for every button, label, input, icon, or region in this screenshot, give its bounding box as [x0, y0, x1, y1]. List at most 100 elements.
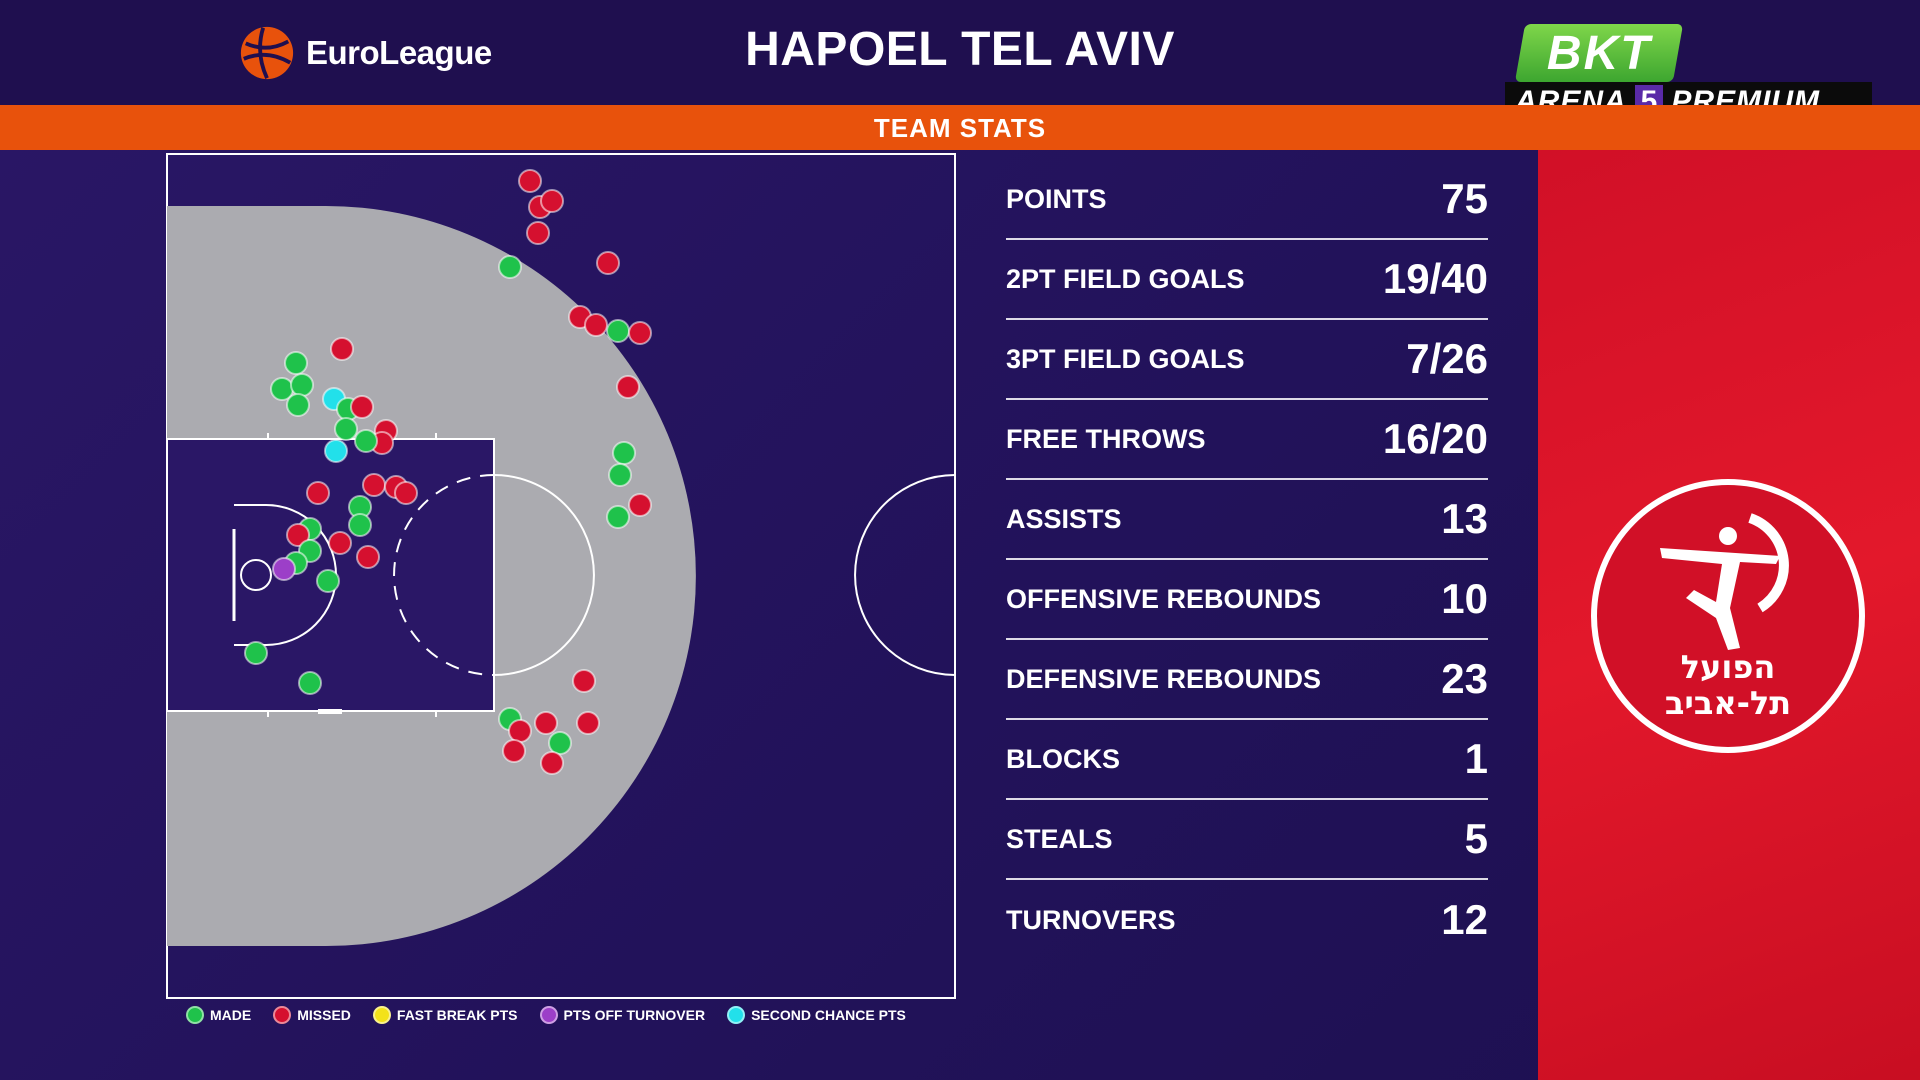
- missed-shot: [572, 669, 596, 693]
- legend-label: MISSED: [297, 1007, 351, 1023]
- hoop: [240, 559, 272, 591]
- legend-label: SECOND CHANCE PTS: [751, 1007, 906, 1023]
- stat-value: 75: [1441, 175, 1488, 222]
- stats-table: POINTS 75 2PT FIELD GOALS 19/40 3PT FIELD GO…: [1006, 160, 1488, 960]
- stat-value: 13: [1441, 495, 1488, 542]
- missed-shot: [616, 375, 640, 399]
- hapoel-club-logo: הפועל תל-אביב: [1591, 479, 1865, 753]
- shot-chart: [166, 153, 956, 999]
- legend-dot: [273, 1006, 292, 1024]
- stat-row: DEFENSIVE REBOUNDS 23: [1006, 640, 1488, 720]
- missed-shot: [596, 251, 620, 275]
- missed-shot: [534, 711, 558, 735]
- stat-row: FREE THROWS 16/20: [1006, 400, 1488, 480]
- bkt-logo-text: BKT: [1546, 26, 1652, 80]
- stat-row: TURNOVERS 12: [1006, 880, 1488, 960]
- made-shot: [498, 255, 522, 279]
- stat-label: STEALS: [1006, 823, 1113, 854]
- stat-row: ASSISTS 13: [1006, 480, 1488, 560]
- missed-shot: [330, 337, 354, 361]
- missed-shot: [518, 169, 542, 193]
- legend-label: PTS OFF TURNOVER: [563, 1007, 706, 1023]
- legend-label: MADE: [210, 1007, 252, 1023]
- missed-shot: [362, 473, 386, 497]
- stat-label: TURNOVERS: [1006, 904, 1176, 935]
- made-shot: [334, 417, 358, 441]
- stat-label: 3PT FIELD GOALS: [1006, 343, 1245, 374]
- made-shot: [316, 569, 340, 593]
- legend-item: FAST BREAK PTS: [372, 1006, 518, 1024]
- missed-shot: [576, 711, 600, 735]
- stat-value: 12: [1441, 896, 1488, 943]
- stat-label: ASSISTS: [1006, 503, 1122, 534]
- missed-shot: [628, 493, 652, 517]
- legend-dot: [186, 1006, 204, 1024]
- made-shot: [284, 351, 308, 375]
- league-logo-text: EuroLeague: [306, 34, 492, 71]
- stat-label: 2PT FIELD GOALS: [1006, 263, 1245, 294]
- stat-value: 10: [1441, 575, 1488, 622]
- banner-label: TEAM STATS: [873, 113, 1047, 143]
- made-shot: [548, 731, 572, 755]
- missed-shot: [306, 481, 330, 505]
- stat-value: 5: [1464, 815, 1488, 862]
- missed-shot: [502, 739, 526, 763]
- missed-shot: [356, 545, 380, 569]
- legend-item: MISSED: [273, 1006, 351, 1024]
- off-turnover-shot: [272, 557, 296, 581]
- missed-shot: [328, 531, 352, 555]
- missed-shot: [540, 751, 564, 775]
- made-shot: [606, 505, 630, 529]
- missed-shot: [526, 221, 550, 245]
- stat-value: 19/40: [1382, 255, 1488, 302]
- legend-dot: [372, 1006, 391, 1024]
- missed-shot: [508, 719, 532, 743]
- stat-value: 16/20: [1382, 415, 1488, 462]
- made-shot: [608, 463, 632, 487]
- made-shot: [244, 641, 268, 665]
- missed-shot: [584, 313, 608, 337]
- made-shot: [298, 671, 322, 695]
- club-logo-text-1: הפועל: [1681, 648, 1776, 686]
- shot-markers: [244, 169, 652, 775]
- made-shot: [348, 513, 372, 537]
- missed-shot: [628, 321, 652, 345]
- stat-row: POINTS 75: [1006, 160, 1488, 240]
- stat-label: OFFENSIVE REBOUNDS: [1006, 583, 1322, 614]
- stat-label: FREE THROWS: [1006, 423, 1206, 454]
- legend-item: PTS OFF TURNOVER: [539, 1006, 706, 1024]
- club-logo-text-2: תל-אביב: [1665, 684, 1791, 722]
- made-shot: [606, 319, 630, 343]
- legend-dot: [727, 1006, 746, 1024]
- made-shot: [612, 441, 636, 465]
- missed-shot: [286, 523, 310, 547]
- stat-value: 7/26: [1406, 335, 1488, 382]
- stat-row: STEALS 5: [1006, 800, 1488, 880]
- missed-shot: [394, 481, 418, 505]
- legend-dot: [539, 1006, 558, 1024]
- second-chance-shot: [324, 439, 348, 463]
- legend-item: MADE: [186, 1006, 251, 1024]
- stat-label: BLOCKS: [1006, 743, 1120, 774]
- stat-row: BLOCKS 1: [1006, 720, 1488, 800]
- stat-row: OFFENSIVE REBOUNDS 10: [1006, 560, 1488, 640]
- stat-value: 23: [1441, 655, 1488, 702]
- made-shot: [354, 429, 378, 453]
- free-throw-circle: [493, 474, 595, 676]
- stat-value: 1: [1464, 735, 1488, 782]
- team-title: HAPOEL TEL AVIV: [745, 23, 1175, 76]
- legend-item: SECOND CHANCE PTS: [727, 1006, 906, 1024]
- stat-label: POINTS: [1006, 183, 1107, 214]
- free-throw-circle-dashed: [393, 474, 495, 676]
- made-shot: [286, 393, 310, 417]
- stat-row: 2PT FIELD GOALS 19/40: [1006, 240, 1488, 320]
- center-circle: [854, 474, 956, 676]
- missed-shot: [350, 395, 374, 419]
- shot-legend: MADE MISSED FAST BREAK PTS PTS OFF TURNOVER…: [186, 1006, 928, 1024]
- stat-row: 3PT FIELD GOALS 7/26: [1006, 320, 1488, 400]
- bkt-logo: BKT: [1514, 24, 1684, 82]
- missed-shot: [540, 189, 564, 213]
- made-shot: [290, 373, 314, 397]
- basketball-icon: [240, 26, 294, 80]
- euroleague-logo: EuroLeague: [238, 22, 492, 84]
